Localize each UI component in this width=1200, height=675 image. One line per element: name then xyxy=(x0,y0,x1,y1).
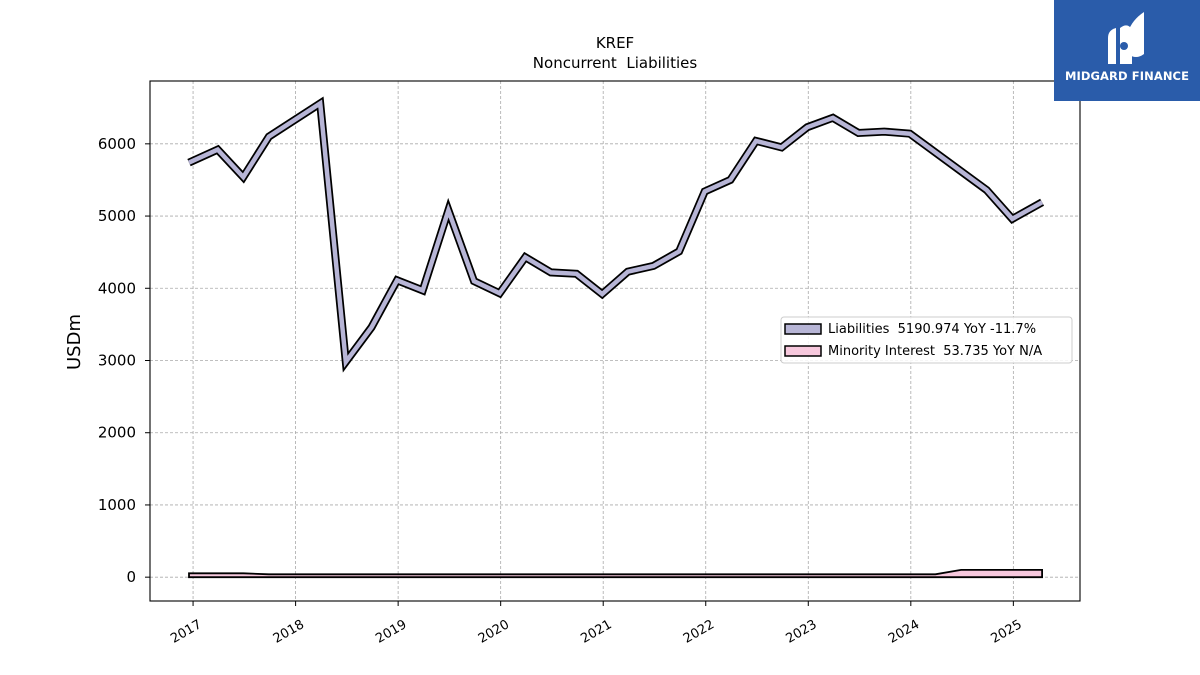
series-band-minority-interest xyxy=(188,569,1043,579)
y-axis-label: USDm xyxy=(64,314,85,370)
y-tick-label: 1000 xyxy=(98,496,136,514)
y-tick-label: 3000 xyxy=(98,352,136,370)
y-tick-label: 5000 xyxy=(98,207,136,225)
x-tick-label: 2021 xyxy=(578,617,614,647)
logo-text: MIDGARD FINANCE xyxy=(1064,69,1190,83)
x-tick-label: 2017 xyxy=(168,617,204,647)
series-layer xyxy=(187,96,1045,579)
logo-mark-icon xyxy=(1108,12,1144,64)
x-tick-label: 2019 xyxy=(373,617,409,647)
legend: Liabilities 5190.974 YoY -11.7% Minority… xyxy=(780,316,1073,364)
y-tick-label: 6000 xyxy=(98,135,136,153)
legend-label-liabilities: Liabilities 5190.974 YoY -11.7% xyxy=(828,322,1036,337)
chart-title: KREF xyxy=(596,34,634,52)
y-tick-label: 4000 xyxy=(98,279,136,297)
y-tick-label: 2000 xyxy=(98,424,136,442)
chart-subtitle: Noncurrent Liabilities xyxy=(533,54,698,72)
x-tick-label: 2020 xyxy=(476,617,512,647)
y-tick-label: 0 xyxy=(126,568,136,586)
axes: 0 1000 2000 3000 4000 5000 6000 2017 2018 2019 202… xyxy=(98,135,1025,647)
x-tick-label: 2022 xyxy=(681,617,717,647)
x-tick-label: 2024 xyxy=(886,617,922,647)
midgard-finance-logo: MIDGARD FINANCE xyxy=(1054,0,1200,101)
legend-label-minority-interest: Minority Interest 53.735 YoY N/A xyxy=(828,344,1042,359)
x-tick-label: 2023 xyxy=(783,617,819,647)
x-tick-label: 2025 xyxy=(989,617,1025,647)
legend-swatch-liabilities xyxy=(784,323,822,335)
x-tick-label: 2018 xyxy=(271,617,307,647)
series-line-liabilities xyxy=(188,99,1044,368)
legend-swatch-minority-interest xyxy=(784,345,822,357)
plot-frame xyxy=(149,80,1081,602)
legend-frame xyxy=(780,316,1073,364)
